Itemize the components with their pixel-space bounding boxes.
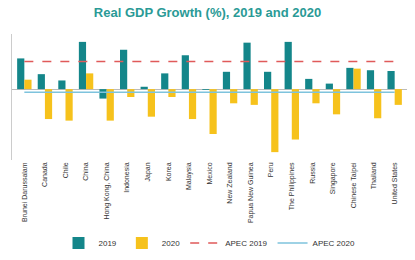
svg-text:Chinese Taipei: Chinese Taipei bbox=[350, 162, 358, 208]
svg-text:The Philippines: The Philippines bbox=[288, 162, 296, 210]
svg-text:Singapore: Singapore bbox=[329, 162, 337, 194]
svg-text:Malaysia: Malaysia bbox=[185, 162, 193, 190]
svg-text:Japan: Japan bbox=[144, 162, 152, 181]
svg-text:APEC 2019: APEC 2019 bbox=[225, 239, 267, 248]
svg-text:2020: 2020 bbox=[162, 239, 180, 248]
svg-text:Hong Kong, China: Hong Kong, China bbox=[103, 162, 111, 219]
svg-text:Peru: Peru bbox=[267, 162, 274, 177]
svg-text:Thailand: Thailand bbox=[370, 162, 377, 189]
svg-text:Brunei Darussalam: Brunei Darussalam bbox=[21, 162, 28, 222]
svg-text:2019: 2019 bbox=[99, 239, 117, 248]
svg-text:Korea: Korea bbox=[165, 162, 172, 181]
svg-text:China: China bbox=[82, 162, 89, 180]
svg-text:United States: United States bbox=[391, 162, 398, 205]
svg-text:Mexico: Mexico bbox=[206, 162, 213, 184]
svg-text:Papua New Guinea: Papua New Guinea bbox=[247, 162, 255, 223]
svg-text:Real GDP Growth (%), 2019 and: Real GDP Growth (%), 2019 and 2020 bbox=[94, 5, 321, 20]
svg-text:Russia: Russia bbox=[309, 162, 316, 184]
svg-text:New Zealand: New Zealand bbox=[226, 162, 233, 203]
svg-text:Chile: Chile bbox=[62, 162, 69, 178]
svg-text:Indonesia: Indonesia bbox=[123, 162, 130, 192]
svg-text:APEC 2020: APEC 2020 bbox=[313, 239, 355, 248]
svg-text:Canada: Canada bbox=[41, 162, 48, 187]
